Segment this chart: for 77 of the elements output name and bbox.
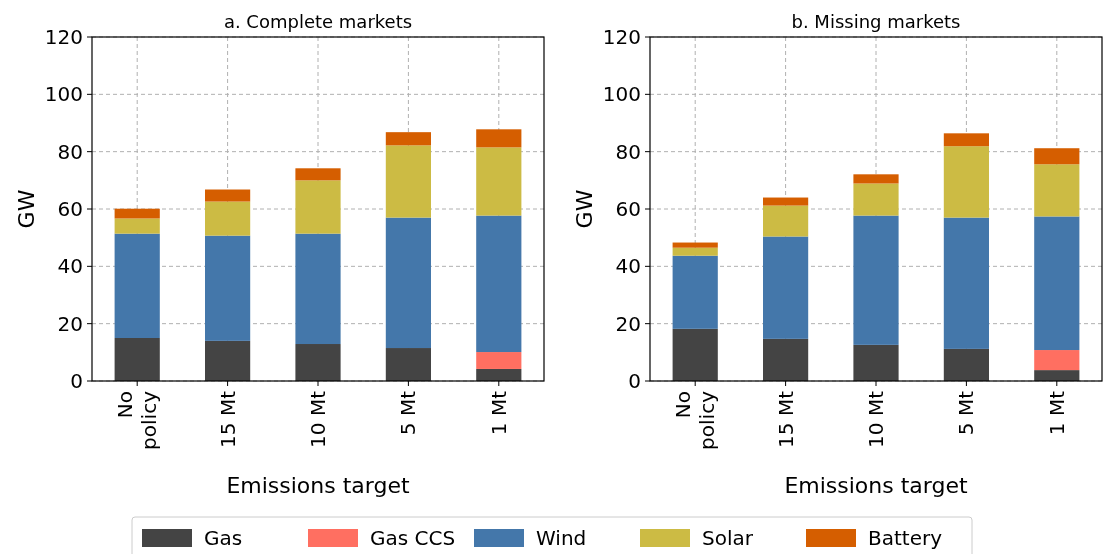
bar [476,368,522,381]
y-axis-title: GW [572,189,597,229]
chart-title: b. Missing markets [791,11,961,32]
bar [1034,370,1080,381]
bar [763,338,809,381]
bar [385,145,431,218]
bar [943,217,989,349]
y-tick-label: 20 [57,311,83,336]
x-tick-label: 10 Mt [864,390,888,448]
bar [943,133,989,147]
bar [295,180,341,234]
y-tick-label: 60 [57,197,83,221]
x-tick-label: 15 Mt [215,390,240,448]
bar [1034,148,1080,165]
bar [205,235,251,341]
x-tick-label: 10 Mt [306,390,330,448]
bar [385,348,431,381]
bar [476,129,522,148]
bar [295,344,341,381]
y-tick-label: 120 [602,25,641,49]
y-axis-title: GW [14,189,39,229]
y-tick-label: 60 [615,197,641,221]
bar [205,340,251,381]
y-tick-label: 20 [615,311,641,336]
x-tick-label: 1 Mt [486,390,511,436]
y-tick-label: 80 [57,139,83,164]
bar [205,201,251,236]
bar [295,168,341,181]
y-tick-label: 40 [57,254,83,279]
bar [763,205,809,237]
bar [114,218,160,234]
y-tick-label: 120 [44,25,83,49]
bar [1034,216,1080,351]
legend-label: Gas [204,526,243,550]
bar [853,344,899,381]
bar [853,183,899,216]
y-tick-label: 80 [615,139,641,164]
bar [763,236,809,339]
bar [672,247,718,256]
legend-label: Wind [536,526,587,550]
x-axis-title: Emissions target [226,473,410,498]
x-tick-label: No policy [113,390,162,450]
legend-label: Gas CCS [370,526,456,550]
bar [672,255,718,329]
x-tick-label: No policy [671,390,720,450]
bar [385,132,431,146]
bar [672,242,718,248]
bar [1034,350,1080,371]
y-tick-label: 100 [44,82,83,107]
bar [205,189,251,202]
bar [943,348,989,381]
bar [385,217,431,349]
bar [763,197,809,206]
y-tick-label: 0 [70,369,83,393]
bar [114,233,160,338]
bar [476,215,522,353]
x-tick-label: 5 Mt [954,390,979,436]
y-tick-label: 100 [602,82,641,107]
bar [853,174,899,184]
legend-label: Battery [868,526,943,550]
chart-title: a. Complete markets [223,11,413,32]
bar [476,352,522,369]
bar [1034,164,1080,217]
y-tick-label: 0 [628,369,641,393]
legend-label: Solar [702,526,754,550]
y-tick-label: 40 [615,254,641,279]
bar [672,328,718,381]
x-axis-title: Emissions target [784,473,968,498]
bar [476,147,522,216]
bar [943,146,989,218]
x-tick-label: 15 Mt [773,390,798,448]
bar [853,215,899,345]
bar [295,233,341,345]
bar [114,338,160,381]
x-tick-label: 5 Mt [396,390,421,436]
bar [114,208,160,219]
x-tick-label: 1 Mt [1044,390,1069,436]
